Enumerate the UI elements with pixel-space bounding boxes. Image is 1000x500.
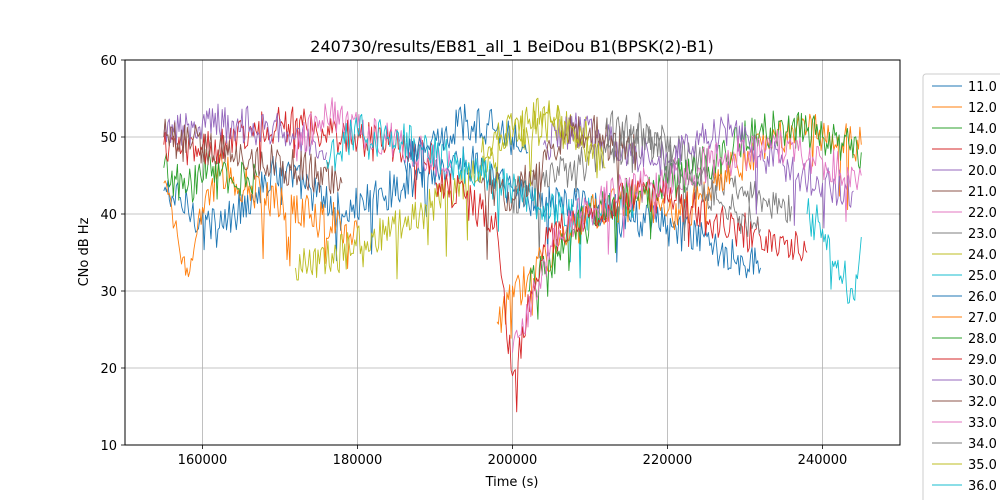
ticks: 160000 180000 200000 220000 240000 10 20 30 40 50…	[100, 54, 847, 468]
y-tick-label: 50	[100, 131, 117, 146]
legend-box	[922, 73, 1000, 500]
legend-label: 14.0	[968, 122, 997, 137]
series-line-21-0	[163, 118, 343, 195]
series-lines	[163, 97, 862, 413]
series-line-12-0	[163, 153, 358, 278]
legend-label: 20.0	[968, 164, 997, 179]
legend-label: 29.0	[968, 353, 997, 368]
y-axis-label: CNo dB Hz	[77, 217, 92, 286]
y-tick-label: 40	[100, 208, 117, 223]
x-tick-label: 240000	[798, 453, 848, 468]
series-line-35-0	[481, 97, 606, 179]
legend-label: 24.0	[968, 248, 997, 263]
series-line-23-0	[512, 123, 792, 259]
series-line-34-0	[605, 110, 761, 242]
y-tick-label: 10	[100, 439, 117, 454]
legend-label: 34.0	[968, 437, 997, 452]
y-tick-label: 30	[100, 285, 117, 300]
legend-label: 28.0	[968, 332, 997, 347]
legend-label: 12.0	[968, 101, 997, 116]
x-axis-label: Time (s)	[485, 475, 539, 490]
x-tick-label: 200000	[488, 453, 538, 468]
x-tick-label: 220000	[643, 453, 693, 468]
series-line-33-0	[512, 129, 862, 353]
legend-label: 33.0	[968, 416, 997, 431]
legend-label: 19.0	[968, 143, 997, 158]
legend: 11.0 12.0 14.0 19.0 20.0 21.0 22.0 23.0 24.0 25.0…	[922, 73, 1000, 500]
chart-title: 240730/results/EB81_all_1 BeiDou B1(BPSK…	[310, 37, 713, 57]
legend-label: 23.0	[968, 227, 997, 242]
legend-label: 21.0	[968, 185, 997, 200]
y-tick-label: 20	[100, 362, 117, 377]
series-line-14-0	[163, 148, 258, 203]
legend-label: 36.0	[968, 479, 997, 494]
series-line-36-0	[806, 198, 862, 304]
legend-label: 35.0	[968, 458, 997, 473]
x-tick-label: 160000	[178, 453, 228, 468]
legend-label: 32.0	[968, 395, 997, 410]
legend-label: 11.0	[968, 80, 997, 95]
legend-label: 27.0	[968, 311, 997, 326]
legend-label: 26.0	[968, 290, 997, 305]
series-line-32-0	[481, 115, 637, 260]
legend-label: 30.0	[968, 374, 997, 389]
legend-label: 22.0	[968, 206, 997, 221]
series-line-19-0	[163, 106, 436, 200]
legend-label: 25.0	[968, 269, 997, 284]
series-line-26-0	[403, 103, 529, 186]
x-tick-label: 180000	[333, 453, 383, 468]
y-tick-label: 60	[100, 54, 117, 69]
series-line-20-0	[163, 103, 327, 160]
